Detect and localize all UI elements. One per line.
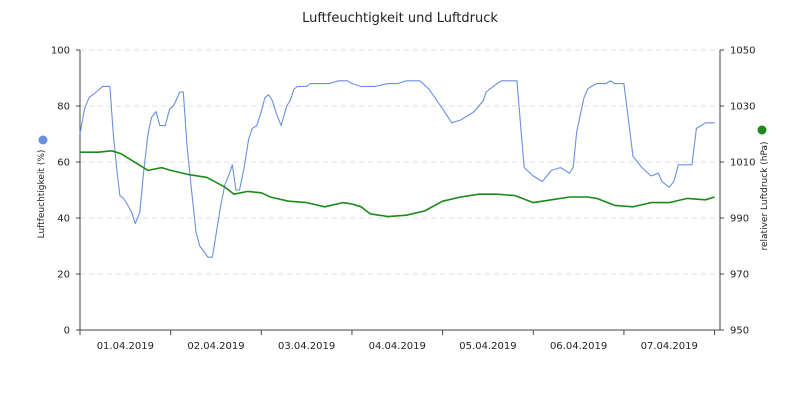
x-tick-label: 04.04.2019 — [369, 341, 426, 352]
pressure-series-line — [80, 150, 715, 218]
x-tick-label: 06.04.2019 — [550, 341, 607, 352]
y-left-tick-label: 0 — [64, 326, 70, 337]
chart-title: Luftfeuchtigkeit und Luftdruck — [302, 11, 498, 26]
y-right-tick-label: 1030 — [730, 102, 755, 113]
y-right-tick-label: 950 — [730, 326, 749, 337]
y-right-tick-label: 1010 — [730, 158, 755, 169]
humidity-legend-dot — [38, 135, 48, 145]
y-left-tick-label: 60 — [57, 158, 70, 169]
x-tick-label: 01.04.2019 — [97, 341, 154, 352]
y-left-tick-label: 40 — [57, 214, 70, 225]
y-left-label: Luftfeuchtigkeit (%) — [37, 150, 47, 239]
pressure-legend-dot — [757, 125, 767, 135]
y-left-tick-label: 80 — [57, 102, 70, 113]
grid — [80, 49, 720, 275]
x-tick-label: 02.04.2019 — [187, 341, 244, 352]
y-right-label: relativer Luftdruck (hPa) — [760, 141, 770, 250]
series — [79, 80, 715, 258]
y-right-tick-label: 990 — [730, 214, 749, 225]
y-right-tick-label: 1050 — [730, 46, 755, 57]
x-tick-label: 05.04.2019 — [459, 341, 516, 352]
humidity-series-line — [79, 80, 715, 258]
x-tick-label: 03.04.2019 — [278, 341, 335, 352]
y-left-tick-label: 20 — [57, 270, 70, 281]
x-tick-label: 07.04.2019 — [641, 341, 698, 352]
axes: 0 20 40 60 80 100 950 970 990 1010 1030 1050 01.04.2… — [51, 46, 756, 353]
y-right-tick-label: 970 — [730, 270, 749, 281]
axis-labels: Luftfeuchtigkeit (%) relativer Luftdruck… — [37, 125, 770, 251]
y-left-tick-label: 100 — [51, 46, 70, 57]
